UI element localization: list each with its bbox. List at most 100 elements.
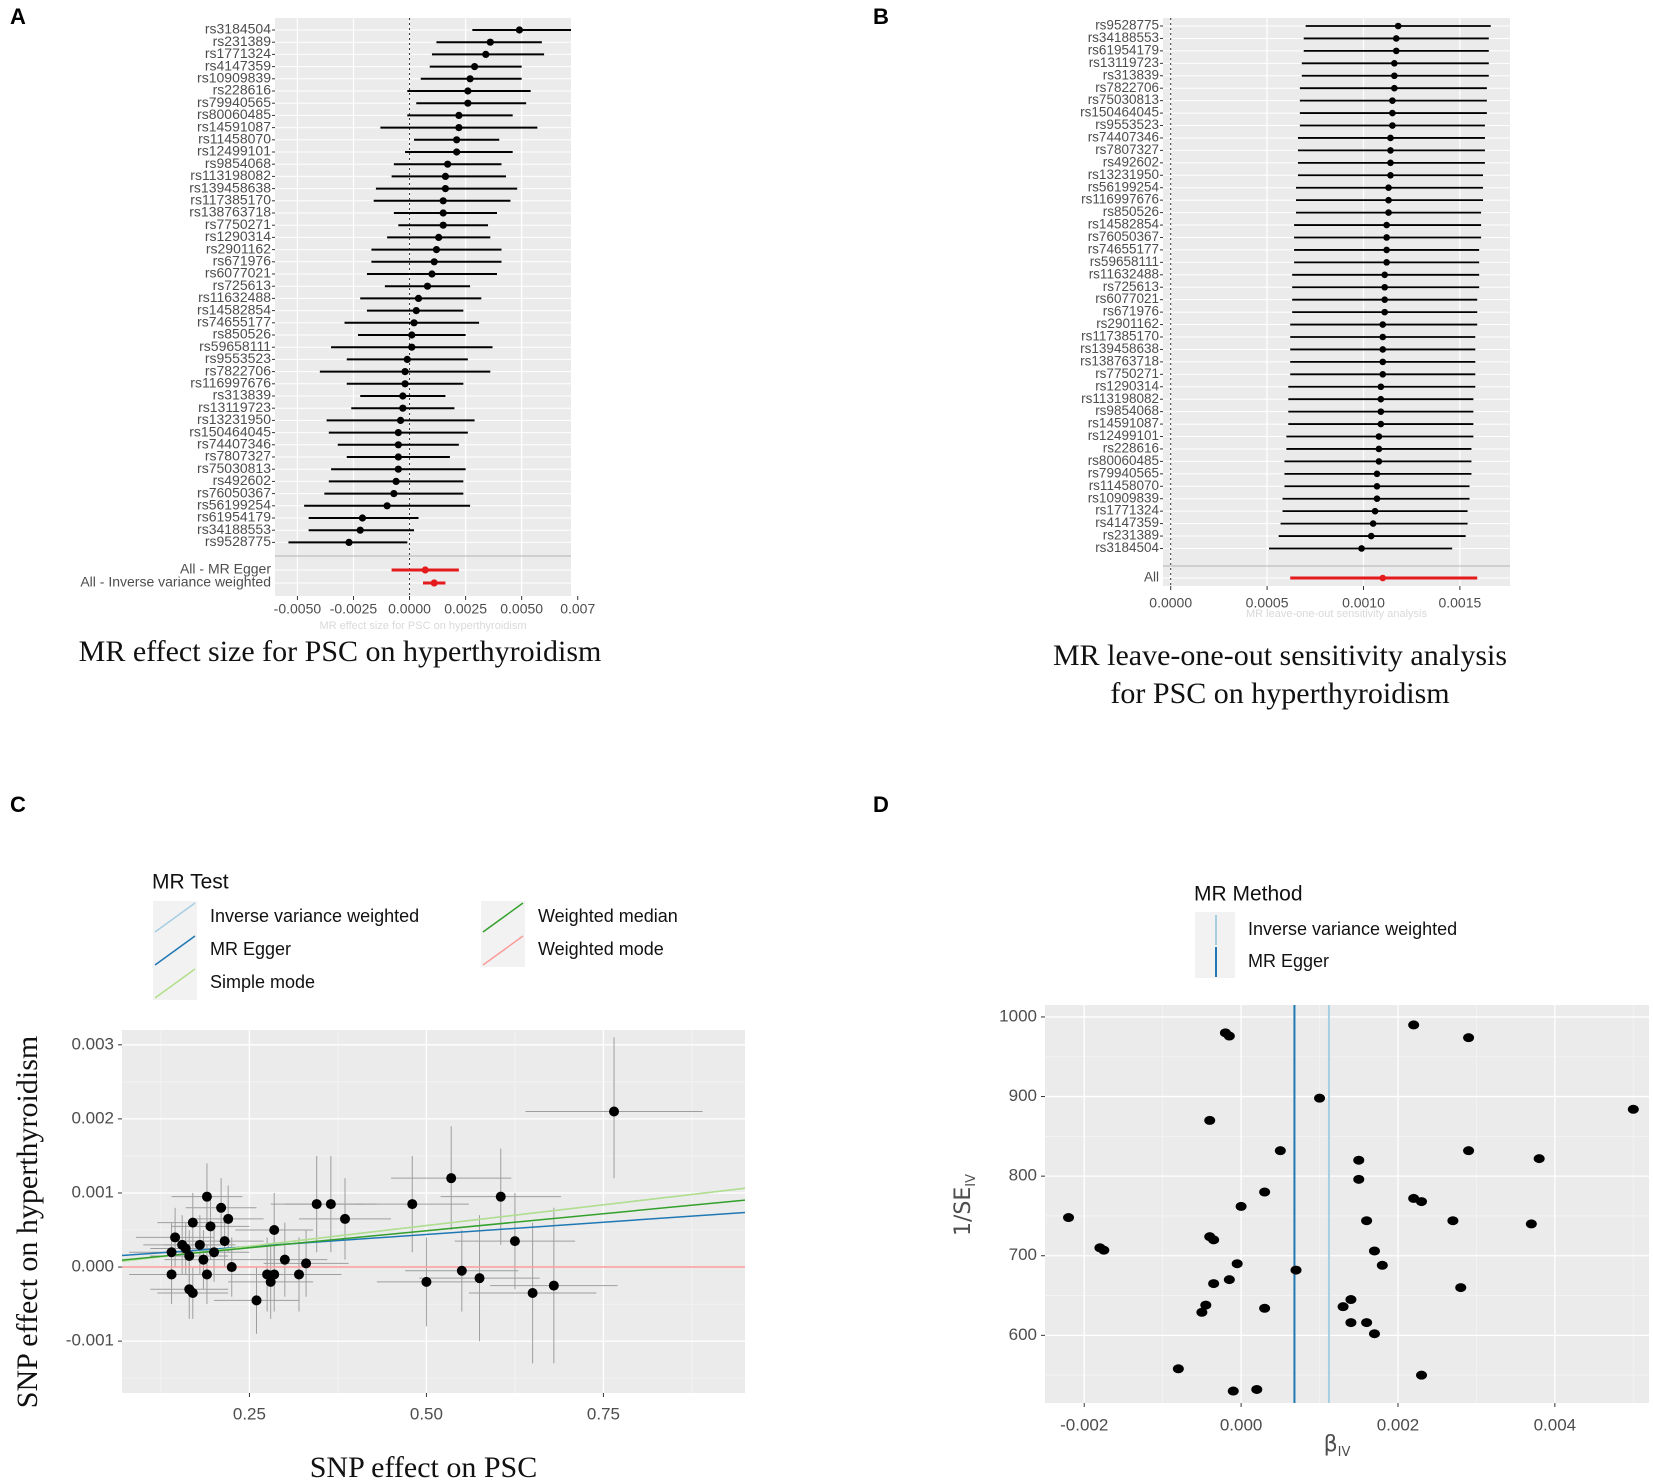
forest-a-snp-label: rs34188553: [197, 521, 271, 537]
forest-a-snp-label: rs2901162: [206, 240, 271, 256]
forest-b-point: [1392, 47, 1400, 55]
forest-b-snp-label: rs116997676: [1081, 192, 1159, 207]
forest-b-snp-label: rs7750271: [1095, 366, 1159, 381]
scatter-c-point: [609, 1106, 620, 1117]
funnel-d-point: [1353, 1155, 1365, 1165]
scatter-c-ytick-label: 0.002: [71, 1108, 114, 1127]
forest-a-snp-label: rs138763718: [189, 204, 271, 220]
funnel-d-point: [1463, 1033, 1475, 1043]
funnel-d-legend-label: Inverse variance weighted: [1248, 919, 1457, 939]
forest-b-point: [1377, 420, 1385, 428]
forest-a-snp-label: rs671976: [213, 253, 272, 269]
forest-b-snp-label: rs74407346: [1088, 130, 1159, 145]
funnel-d-point: [1251, 1384, 1263, 1394]
forest-b-snp-label: rs150464045: [1080, 105, 1159, 120]
forest-b-point: [1387, 134, 1394, 142]
funnel-d-legend-label: MR Egger: [1248, 951, 1329, 971]
forest-a-snp-label: rs11458070: [198, 131, 271, 147]
forest-b-snp-label: rs9528775: [1095, 18, 1159, 33]
funnel-d-point: [1353, 1174, 1365, 1184]
scatter-c-point: [226, 1262, 237, 1273]
scatter-c-xtick-label: 0.75: [587, 1404, 620, 1423]
funnel-d-point: [1361, 1216, 1373, 1226]
forest-b-point: [1373, 470, 1381, 478]
forest-a-snp-label: rs13119723: [198, 399, 271, 415]
forest-b-point: [1392, 35, 1400, 42]
forest-b-snp-label: rs76050367: [1088, 229, 1159, 244]
forest-b-point: [1377, 395, 1385, 403]
scatter-c-xtick-label: 0.50: [410, 1404, 443, 1423]
forest-b-snp-label: rs10909839: [1088, 490, 1159, 505]
forest-b-snp-label: rs228616: [1103, 441, 1159, 456]
funnel-d-point: [1455, 1283, 1467, 1293]
funnel-d-point: [1200, 1300, 1212, 1310]
forest-a-snp-label: rs1290314: [205, 228, 271, 244]
forest-b-snp-label: rs13119723: [1089, 55, 1159, 70]
forest-b-snp-label: rs1290314: [1095, 378, 1159, 393]
funnel-d-point: [1447, 1216, 1459, 1226]
forest-b-xtick-label: 0.0010: [1342, 595, 1385, 611]
funnel-d-point: [1416, 1370, 1428, 1380]
forest-b-snp-label: rs56199254: [1088, 179, 1160, 194]
funnel-d-point: [1345, 1318, 1357, 1328]
scatter-c-point: [209, 1247, 220, 1258]
forest-b-snp-label: rs34188553: [1088, 30, 1159, 45]
forest-b-snp-label: rs12499101: [1088, 428, 1159, 443]
forest-a-point: [444, 160, 452, 168]
forest-b-snp-label: rs231389: [1103, 528, 1159, 543]
forest-a-snp-label: rs12499101: [197, 143, 271, 159]
scatter-c-point: [509, 1236, 520, 1247]
scatter-c-point: [265, 1276, 276, 1287]
forest-b-point: [1375, 445, 1383, 453]
forest-a-snp-label: rs850526: [213, 326, 272, 342]
forest-b-point: [1381, 308, 1388, 316]
forest-b-point: [1381, 283, 1388, 291]
scatter-c-ytick-label: 0.000: [71, 1257, 114, 1276]
scatter-c-legend-swatch: [154, 902, 196, 933]
forest-a-point: [439, 221, 447, 229]
scatter-c-ytick-label: 0.001: [71, 1182, 114, 1201]
forest-b-snp-label: rs61954179: [1088, 42, 1159, 57]
scatter-c-point: [311, 1199, 322, 1210]
forest-a-snp-label: rs61954179: [197, 509, 271, 525]
forest-b-snp-label: rs74655177: [1088, 241, 1159, 256]
forest-a-point: [435, 233, 443, 241]
scatter-c-point: [187, 1287, 198, 1298]
scatter-c-panel: [122, 1030, 745, 1393]
forest-a-point: [408, 343, 416, 351]
forest-b-point: [1379, 321, 1387, 328]
scatter-c-point: [301, 1258, 312, 1269]
forest-a-point: [401, 380, 409, 388]
funnel-d-point: [1533, 1154, 1545, 1164]
forest-b-snp-label: rs9854068: [1095, 403, 1159, 418]
forest-b-snp-label: rs75030813: [1088, 92, 1159, 107]
forest-b-snp-label: rs117385170: [1081, 329, 1159, 344]
forest-a-xtick-label: 0.0025: [444, 601, 487, 617]
scatter-c-point: [548, 1280, 559, 1291]
forest-a-snp-label: rs7750271: [205, 216, 271, 232]
funnel-d-point: [1525, 1219, 1537, 1229]
forest-a-xtick-label: -0.0050: [274, 601, 322, 617]
forest-b-point: [1375, 458, 1383, 465]
scatter-c-point: [216, 1202, 227, 1213]
funnel-d-point: [1368, 1246, 1380, 1256]
forest-b-snp-label: rs79940565: [1088, 465, 1159, 480]
forest-b-snp-label: rs3184504: [1095, 540, 1159, 555]
funnel-d-xtick-label: 0.000: [1220, 1415, 1263, 1434]
forest-b-xtick-label: 0.0015: [1438, 595, 1481, 611]
forest-b-xtick-label: 0.0000: [1149, 595, 1192, 611]
forest-b-point: [1379, 346, 1387, 353]
forest-a-point: [401, 368, 409, 376]
forest-a-point: [345, 538, 353, 547]
funnel-d-legend-title: MR Method: [1194, 883, 1303, 906]
forest-b-summary-point: [1379, 574, 1387, 582]
forest-a-point: [403, 355, 411, 363]
forest-a-snp-label: rs116997676: [190, 375, 271, 391]
forest-b-point: [1389, 122, 1396, 129]
funnel-d-point: [1290, 1265, 1302, 1275]
forest-a-point: [455, 124, 463, 132]
forest-a-snp-label: rs492602: [213, 472, 272, 488]
funnel-d-point: [1361, 1318, 1373, 1328]
funnel-d-point: [1314, 1093, 1326, 1103]
